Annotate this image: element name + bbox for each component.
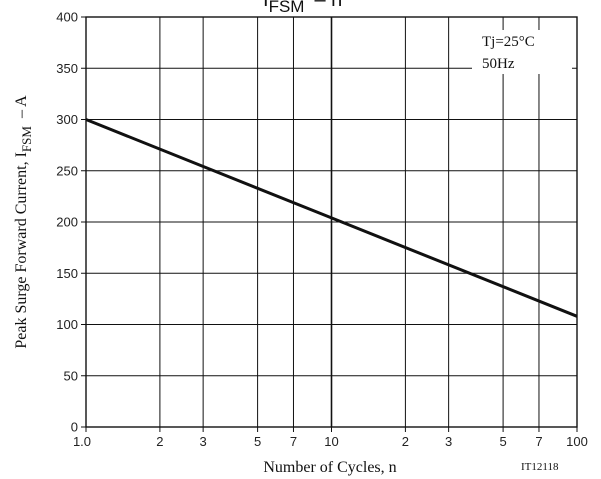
series-line	[85, 118, 578, 318]
x-axis-title: Number of Cycles, n	[263, 459, 396, 476]
annotation-frequency: 50Hz	[482, 56, 515, 72]
x-tick-label: 5	[254, 434, 261, 449]
y-tick-label: 100	[56, 317, 78, 332]
y-tick-label: 400	[56, 10, 78, 25]
annotation-temperature: Tj=25°C	[482, 34, 535, 50]
y-axis-title-subscript: FSM	[19, 126, 34, 152]
x-tick-label: 7	[535, 434, 542, 449]
series-layer	[85, 118, 578, 318]
x-axis-ticks: 1.0 2 3 5 7 10 2 3 5 7 100	[73, 427, 588, 449]
x-tick-label: 3	[200, 434, 207, 449]
x-tick-label: 7	[290, 434, 297, 449]
grid	[86, 17, 577, 427]
chart-title: IFSM – n	[263, 0, 342, 16]
chart-title-rest: – n	[314, 0, 342, 11]
y-tick-label: 300	[56, 112, 78, 127]
x-tick-label: 10	[324, 434, 338, 449]
chart-title-subscript: FSM	[269, 0, 305, 16]
y-tick-label: 150	[56, 266, 78, 281]
y-tick-label: 350	[56, 61, 78, 76]
y-axis-title-main: Peak Surge Forward Current, I	[13, 152, 30, 349]
chart-title-main: I	[263, 0, 269, 11]
x-tick-label: 3	[445, 434, 452, 449]
y-tick-label: 250	[56, 163, 78, 178]
annotation-background	[472, 30, 572, 74]
x-tick-label: 100	[566, 434, 588, 449]
figure-id: IT12118	[521, 461, 559, 473]
y-tick-label: 200	[56, 215, 78, 230]
y-axis-title-rest: – A	[13, 95, 30, 119]
x-tick-label: 2	[402, 434, 409, 449]
x-tick-label: 1.0	[73, 434, 91, 449]
y-axis-ticks: 0 50 100 150 200 250 300 350 400	[56, 10, 86, 435]
x-tick-label: 2	[156, 434, 163, 449]
x-tick-label: 5	[499, 434, 506, 449]
y-axis-title: Peak Surge Forward Current, IFSM – A	[13, 95, 34, 349]
y-tick-label: 0	[71, 420, 78, 435]
y-tick-label: 50	[64, 368, 78, 383]
